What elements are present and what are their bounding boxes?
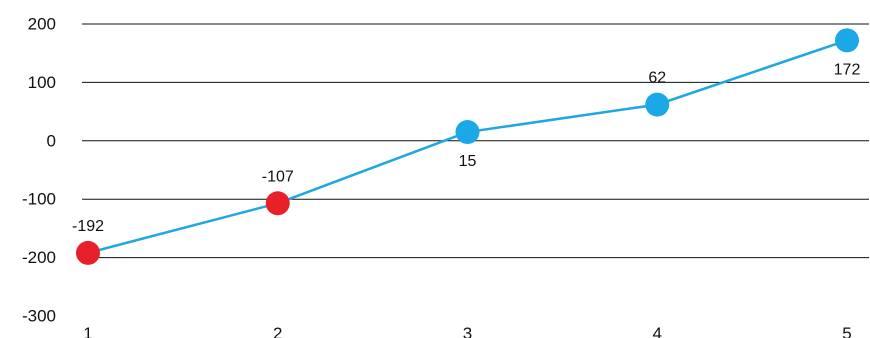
data-label: 62 [648,70,666,87]
y-tick-label: 0 [47,131,56,150]
x-tick-label: 3 [463,324,472,338]
y-tick-label: -200 [22,248,56,267]
data-point [645,92,670,117]
series-line-path [87,39,848,255]
data-label: 15 [459,153,477,170]
y-tick-label: 100 [28,73,56,92]
y-tick-label: 200 [28,15,56,34]
data-point [835,28,859,53]
data-labels: -192 -107 15 62 172 [72,61,860,235]
x-tick-label: 5 [842,324,851,338]
data-point [76,240,100,265]
y-axis-tick-labels: 200 100 0 -100 -200 -300 [22,15,56,326]
data-points [76,28,859,265]
x-tick-label: 1 [83,324,92,338]
data-point [265,191,290,216]
y-tick-label: -100 [22,190,56,209]
y-tick-label: -300 [22,307,56,326]
data-point [455,120,480,145]
x-tick-label: 2 [273,324,282,338]
data-label: -192 [72,218,104,235]
data-label: 172 [834,61,861,78]
data-label: -107 [262,168,294,185]
series-line [87,39,848,255]
x-axis-tick-labels: 1 2 3 4 5 [83,324,851,338]
x-tick-label: 4 [653,324,662,338]
